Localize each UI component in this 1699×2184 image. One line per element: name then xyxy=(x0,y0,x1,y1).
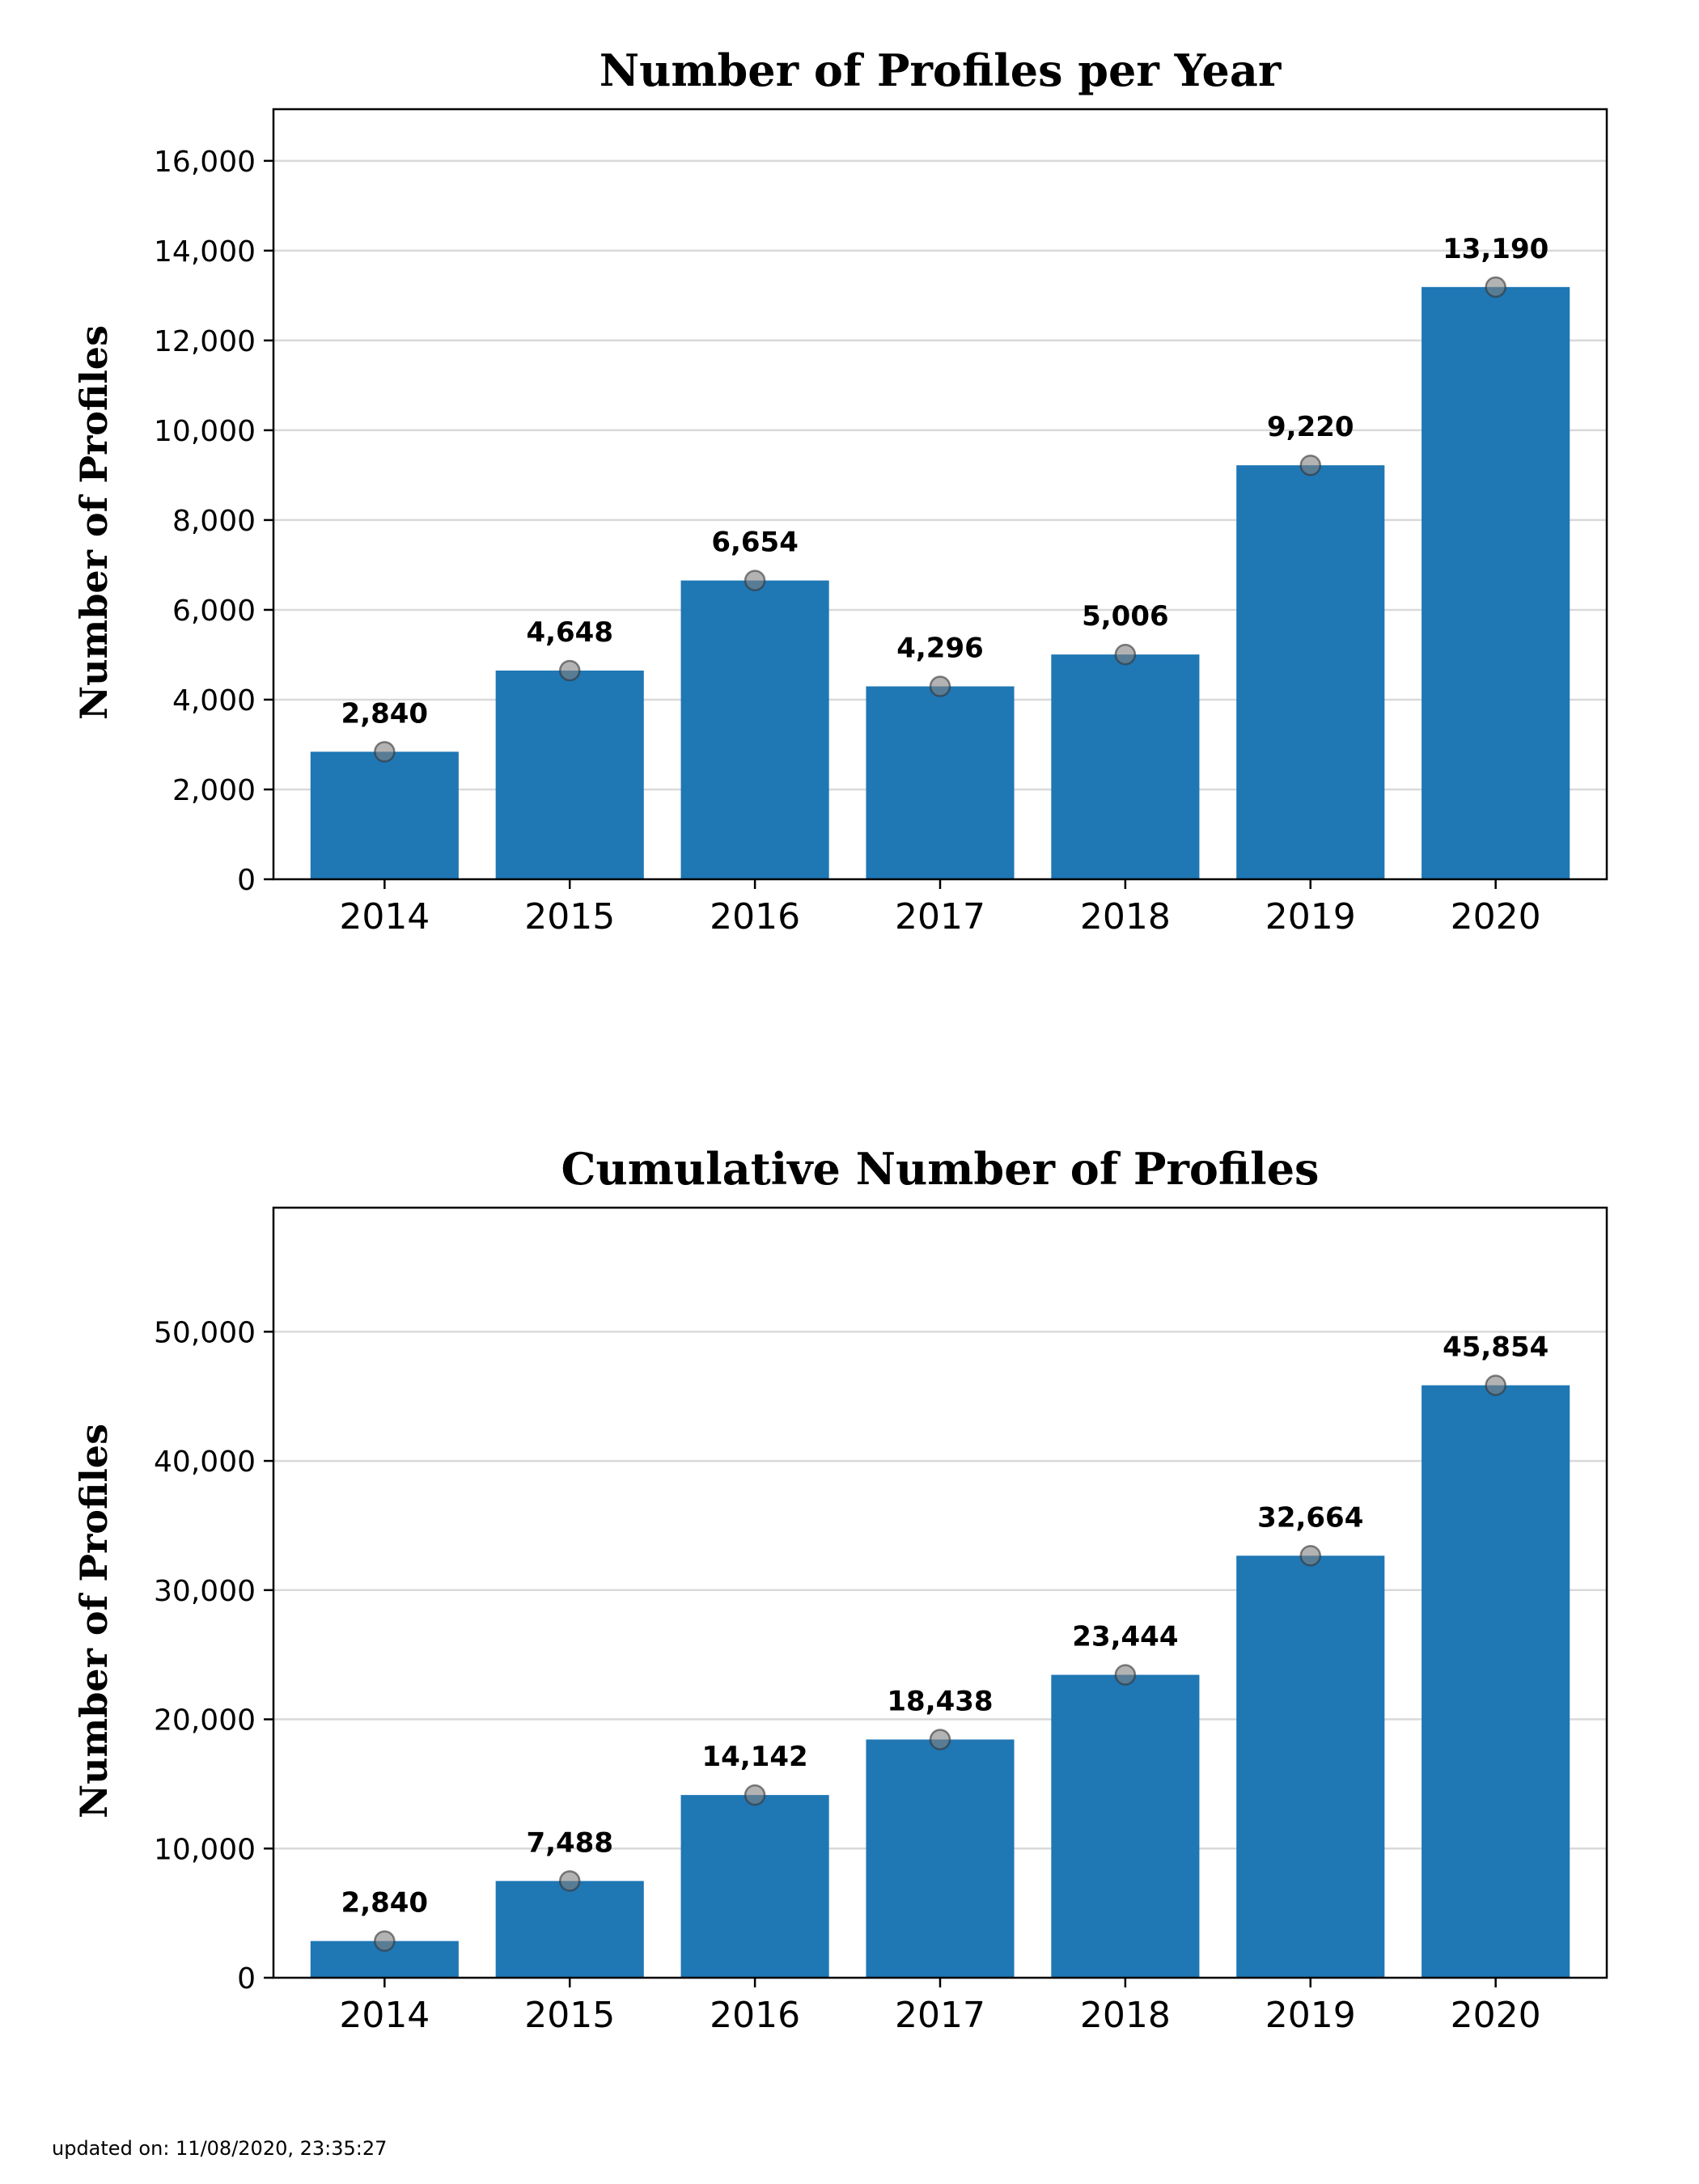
y-tick-label: 4,000 xyxy=(172,684,256,717)
y-tick-label: 20,000 xyxy=(154,1704,256,1737)
point-marker-2016 xyxy=(744,569,766,591)
bar-2018 xyxy=(1051,1674,1200,1978)
chart-title: Cumulative Number of Profiles xyxy=(561,1143,1320,1195)
x-tick-label: 2017 xyxy=(895,1995,985,2036)
x-tick-label: 2014 xyxy=(339,1995,430,2036)
x-tick-label: 2017 xyxy=(895,896,985,938)
bar-2014 xyxy=(310,751,459,879)
bar-2016 xyxy=(680,580,829,879)
y-tick-label: 40,000 xyxy=(154,1445,256,1479)
y-tick-label: 10,000 xyxy=(154,1833,256,1866)
x-tick-label: 2019 xyxy=(1265,1995,1356,2036)
y-tick-label: 12,000 xyxy=(154,325,256,358)
bar-2018 xyxy=(1051,654,1200,879)
x-tick-label: 2018 xyxy=(1080,1995,1171,2036)
point-marker-2017 xyxy=(929,1729,951,1750)
chart-title: Number of Profiles per Year xyxy=(600,44,1282,96)
point-marker-2019 xyxy=(1299,454,1322,476)
point-marker-2020 xyxy=(1485,1374,1506,1396)
point-marker-2014 xyxy=(374,1930,396,1952)
y-tick-label: 50,000 xyxy=(154,1316,256,1349)
x-tick-label: 2014 xyxy=(339,896,430,938)
x-tick-label: 2019 xyxy=(1265,896,1356,938)
y-tick-label: 10,000 xyxy=(154,415,256,448)
x-tick-label: 2015 xyxy=(524,896,615,938)
data-label-2019: 32,664 xyxy=(1257,1501,1363,1534)
chart-profiles-per-year: 2,840 4,648 6,654 4,296 5,006 9,220 13,190 0 2,0… xyxy=(72,44,1608,938)
data-label-2020: 13,190 xyxy=(1443,233,1549,265)
bar-2020 xyxy=(1421,1385,1570,1978)
data-label-2019: 9,220 xyxy=(1267,411,1354,443)
point-marker-2017 xyxy=(929,675,951,697)
point-marker-2014 xyxy=(374,741,396,763)
chart-cumulative-profiles: 2,840 7,488 14,142 18,438 23,444 32,664 45,854… xyxy=(72,1143,1608,2036)
point-marker-2015 xyxy=(558,659,581,682)
data-label-2015: 4,648 xyxy=(526,616,613,649)
bar-2015 xyxy=(495,1881,644,1978)
x-tick-label: 2020 xyxy=(1451,896,1541,938)
point-marker-2018 xyxy=(1114,643,1137,666)
data-label-2017: 4,296 xyxy=(896,633,984,665)
x-tick-label: 2018 xyxy=(1080,896,1171,938)
updated-timestamp: updated on: 11/08/2020, 23:35:27 xyxy=(52,2137,387,2160)
bar-2017 xyxy=(866,1739,1015,1978)
bar-2015 xyxy=(495,670,644,879)
data-label-2016: 14,142 xyxy=(702,1741,808,1773)
y-tick-label: 6,000 xyxy=(172,595,256,628)
point-marker-2020 xyxy=(1485,276,1506,298)
x-tick-label: 2016 xyxy=(710,1995,800,2036)
point-marker-2018 xyxy=(1114,1664,1137,1686)
bar-2017 xyxy=(866,686,1015,879)
bar-2019 xyxy=(1236,1555,1385,1978)
x-tick-label: 2016 xyxy=(710,896,800,938)
bar-2016 xyxy=(680,1795,829,1978)
data-label-2017: 18,438 xyxy=(887,1685,993,1717)
y-tick-label: 0 xyxy=(237,1962,256,1996)
y-axis-label: Number of Profiles xyxy=(72,325,116,720)
y-axis-label: Number of Profiles xyxy=(72,1424,116,1818)
y-tick-label: 8,000 xyxy=(172,505,256,538)
y-tick-label: 14,000 xyxy=(154,235,256,269)
point-marker-2019 xyxy=(1299,1545,1322,1567)
data-label-2015: 7,488 xyxy=(526,1826,613,1859)
data-label-2016: 6,654 xyxy=(711,527,799,559)
data-label-2018: 23,444 xyxy=(1072,1621,1178,1653)
bar-2019 xyxy=(1236,465,1385,879)
data-label-2014: 2,840 xyxy=(341,1887,429,1919)
y-tick-label: 0 xyxy=(237,864,256,897)
point-marker-2016 xyxy=(744,1784,766,1806)
y-tick-label: 2,000 xyxy=(172,774,256,807)
y-tick-label: 30,000 xyxy=(154,1575,256,1608)
data-label-2018: 5,006 xyxy=(1082,600,1169,633)
point-marker-2015 xyxy=(558,1870,581,1892)
x-tick-label: 2015 xyxy=(524,1995,615,2036)
y-tick-label: 16,000 xyxy=(154,146,256,179)
x-tick-label: 2020 xyxy=(1451,1995,1541,2036)
data-label-2014: 2,840 xyxy=(341,697,429,730)
bar-2020 xyxy=(1421,286,1570,879)
data-label-2020: 45,854 xyxy=(1443,1331,1549,1364)
